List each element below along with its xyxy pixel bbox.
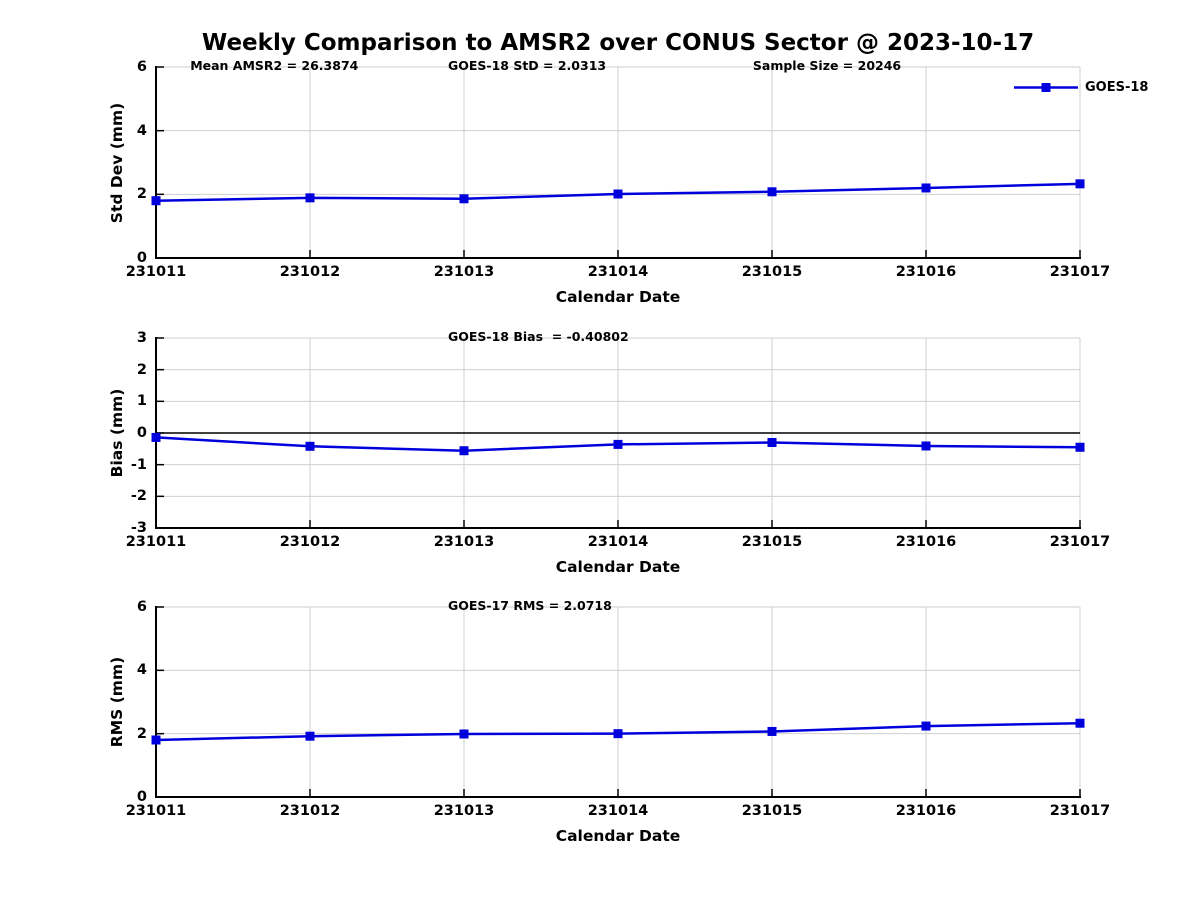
- annotation: Sample Size = 20246: [752, 58, 902, 73]
- annotation: GOES-18 StD = 2.0313: [447, 58, 607, 73]
- x-tick-label: 231013: [433, 264, 495, 280]
- data-point-marker: [151, 432, 161, 442]
- plot-area-rms: [151, 606, 1085, 798]
- annotation: GOES-17 RMS = 2.0718: [447, 598, 612, 613]
- y-tick-label: 1: [136, 393, 147, 410]
- x-tick-label: 231015: [741, 534, 803, 550]
- data-point-marker: [1075, 718, 1085, 728]
- x-tick-label: 231011: [125, 803, 187, 819]
- annotation: GOES-18 Bias = -0.40802: [447, 329, 629, 344]
- y-tick-label: 6: [136, 599, 147, 615]
- y-tick-label: 3: [136, 330, 147, 346]
- y-tick-label: 0: [136, 425, 147, 441]
- y-axis-label: RMS (mm): [108, 656, 126, 748]
- x-tick-label: 231016: [895, 534, 957, 550]
- annotation: Mean AMSR2 = 26.3874: [190, 58, 359, 73]
- x-tick-label: 231016: [895, 264, 957, 280]
- x-axis-label: Calendar Date: [555, 827, 681, 845]
- x-tick-label: 231012: [279, 534, 341, 550]
- y-tick-label: -3: [130, 520, 147, 536]
- data-point-marker: [613, 189, 623, 199]
- y-tick-label: 2: [136, 725, 147, 742]
- x-tick-label: 231017: [1049, 534, 1111, 550]
- data-point-marker: [921, 721, 931, 731]
- legend: GOES-18: [1014, 80, 1148, 95]
- y-tick-label: 0: [136, 789, 147, 805]
- x-tick-label: 231014: [587, 534, 649, 550]
- data-point-marker: [151, 196, 161, 206]
- y-tick-label: -1: [130, 456, 147, 473]
- y-tick-label: 4: [136, 662, 147, 679]
- data-point-marker: [1075, 442, 1085, 452]
- data-point-marker: [921, 441, 931, 451]
- data-point-marker: [1075, 179, 1085, 189]
- legend-label: GOES-18: [1085, 80, 1149, 95]
- y-axis-label: Bias (mm): [108, 388, 126, 478]
- data-point-marker: [613, 439, 623, 449]
- data-point-marker: [767, 438, 777, 447]
- y-tick-label: -2: [130, 488, 147, 505]
- x-tick-label: 231013: [433, 534, 495, 550]
- data-point-marker: [767, 726, 777, 736]
- x-tick-label: 231012: [279, 264, 341, 280]
- data-point-marker: [921, 183, 931, 193]
- data-point-marker: [305, 193, 315, 203]
- x-axis-label: Calendar Date: [555, 558, 681, 576]
- plot-area-std-dev: [151, 66, 1085, 259]
- x-tick-label: 231016: [895, 803, 957, 819]
- figure-title: Weekly Comparison to AMSR2 over CONUS Se…: [201, 30, 1035, 56]
- legend-marker-icon: [1041, 83, 1051, 92]
- y-tick-label: 0: [136, 250, 147, 266]
- data-point-marker: [459, 729, 469, 739]
- x-tick-label: 231011: [125, 264, 187, 280]
- legend-line-sample: [1014, 83, 1078, 92]
- data-point-marker: [613, 729, 623, 739]
- x-tick-label: 231011: [125, 534, 187, 550]
- data-point-marker: [459, 446, 469, 456]
- x-tick-label: 231014: [587, 803, 649, 819]
- x-tick-label: 231014: [587, 264, 649, 280]
- data-point-marker: [305, 731, 315, 741]
- plot-area-bias: [151, 337, 1085, 529]
- data-point-marker: [459, 194, 469, 204]
- y-tick-label: 4: [136, 122, 147, 139]
- x-tick-label: 231015: [741, 264, 803, 280]
- y-tick-label: 2: [136, 186, 147, 203]
- x-tick-label: 231015: [741, 803, 803, 819]
- data-point-marker: [767, 187, 777, 197]
- x-tick-label: 231017: [1049, 803, 1111, 819]
- x-tick-label: 231012: [279, 803, 341, 819]
- y-tick-label: 6: [136, 59, 147, 75]
- x-tick-label: 231013: [433, 803, 495, 819]
- y-tick-label: 2: [136, 361, 147, 378]
- y-axis-label: Std Dev (mm): [108, 102, 126, 223]
- x-axis-label: Calendar Date: [555, 288, 681, 306]
- data-point-marker: [151, 735, 161, 745]
- x-tick-label: 231017: [1049, 264, 1111, 280]
- data-point-marker: [305, 441, 315, 451]
